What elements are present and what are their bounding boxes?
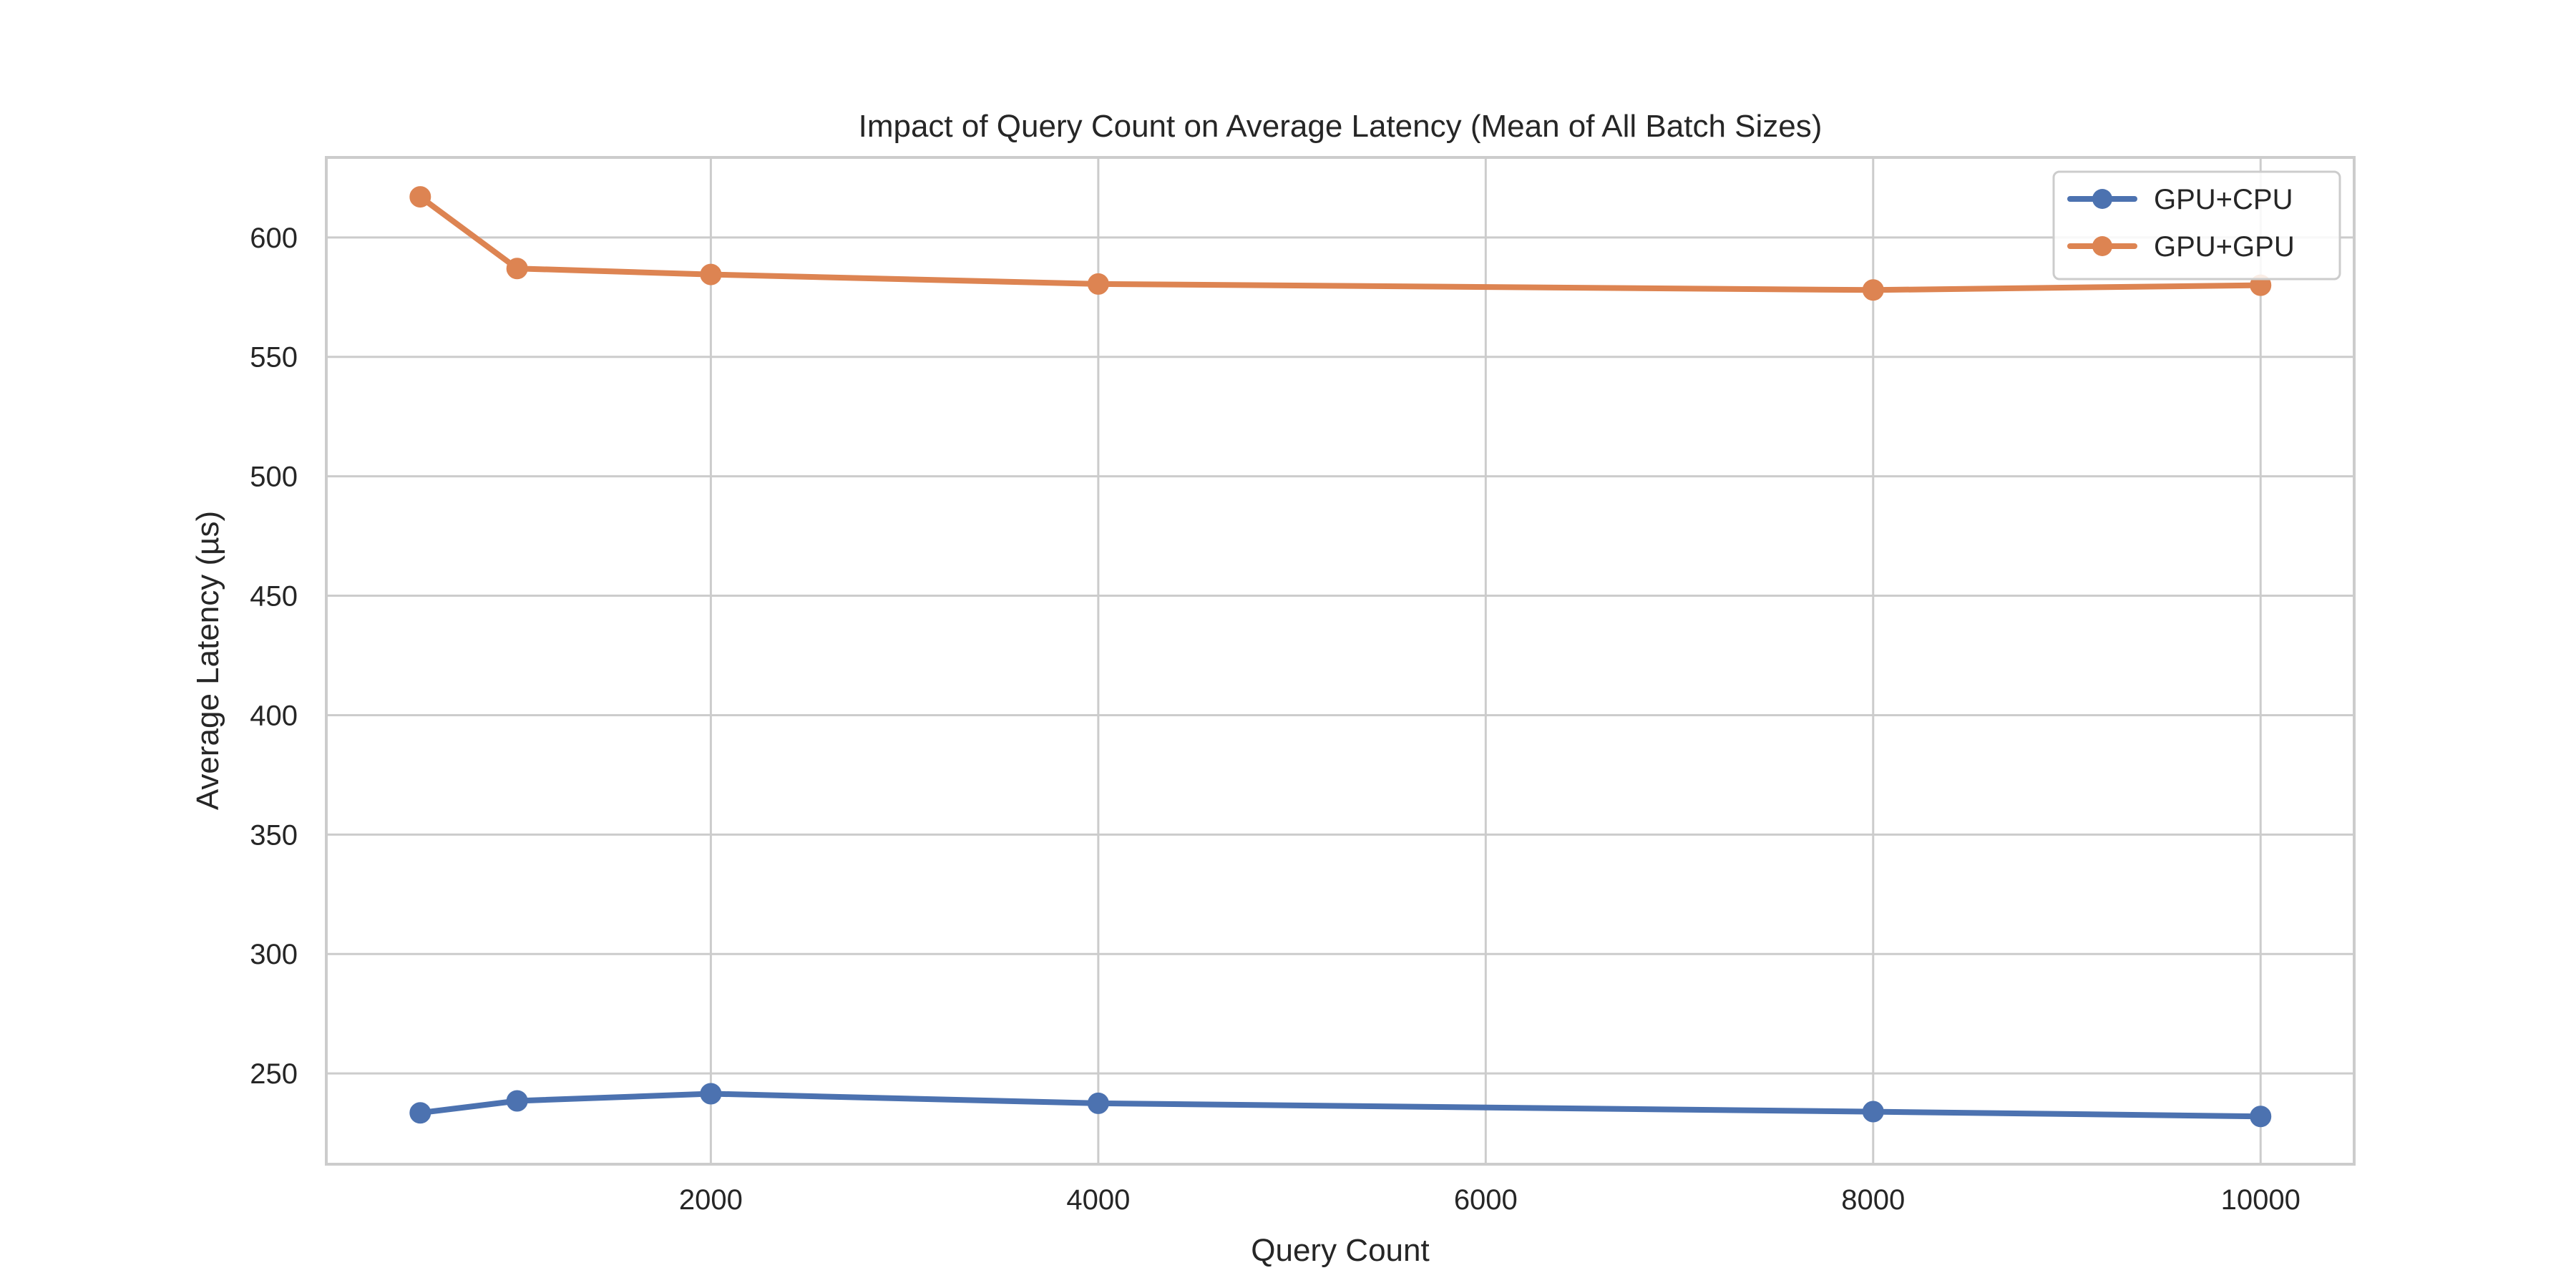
data-point-gpu-cpu [1862, 1101, 1884, 1123]
y-tick-label: 450 [250, 581, 298, 613]
data-point-gpu-cpu [1087, 1092, 1109, 1114]
x-tick-label: 2000 [679, 1184, 743, 1216]
data-point-gpu-cpu [409, 1102, 431, 1124]
series-line-gpu-gpu [417, 194, 2264, 293]
y-tick-label: 500 [250, 462, 298, 493]
y-tick-label: 600 [250, 223, 298, 254]
legend-marker-gpu-gpu [2092, 236, 2112, 256]
y-tick-label: 350 [250, 819, 298, 851]
data-point-gpu-cpu [506, 1090, 528, 1112]
grid-layer [326, 157, 2354, 1164]
data-point-gpu-gpu [506, 258, 528, 280]
legend-marker-gpu-cpu [2092, 189, 2112, 209]
x-tick-label: 6000 [1454, 1184, 1518, 1216]
data-point-gpu-gpu [1862, 279, 1884, 301]
legend: GPU+CPU GPU+GPU [2052, 170, 2341, 280]
x-tick-label: 4000 [1066, 1184, 1130, 1216]
data-point-gpu-gpu [1087, 273, 1109, 295]
legend-label-gpu-cpu: GPU+CPU [2154, 184, 2293, 215]
tick-label-layer: 2000 4000 6000 8000 10000 250 300 350 400 450 500 5… [250, 223, 2301, 1216]
y-tick-label: 400 [250, 700, 298, 731]
plot-frame [325, 156, 2356, 1166]
y-tick-label: 300 [250, 939, 298, 970]
data-point-gpu-gpu [409, 186, 431, 208]
legend-entries: GPU+CPU GPU+GPU [2067, 184, 2295, 263]
data-point-gpu-cpu [2250, 1106, 2272, 1128]
y-tick-label: 250 [250, 1058, 298, 1090]
chart-title: Impact of Query Count on Average Latency… [859, 109, 1823, 144]
x-tick-label: 8000 [1841, 1184, 1905, 1216]
series-line-gpu-cpu [417, 1091, 2264, 1120]
legend-label-gpu-gpu: GPU+GPU [2154, 231, 2295, 263]
y-axis-label: Average Latency (µs) [190, 511, 225, 810]
series-layer [409, 186, 2272, 1128]
x-axis-label: Query Count [1251, 1233, 1429, 1268]
data-point-gpu-cpu [700, 1083, 722, 1105]
y-tick-label: 550 [250, 342, 298, 374]
x-tick-label: 10000 [2221, 1184, 2301, 1216]
data-point-gpu-gpu [700, 263, 722, 286]
